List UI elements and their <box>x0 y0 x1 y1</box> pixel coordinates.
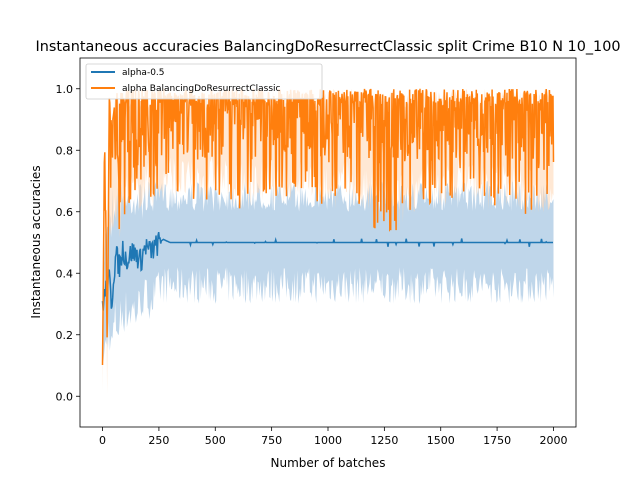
y-axis-ticks: 0.0 0.2 0.4 0.6 0.8 1.0 <box>56 83 80 403</box>
x-tick-label: 500 <box>205 434 226 447</box>
x-axis-label: Number of batches <box>271 456 386 470</box>
y-tick-label: 0.2 <box>56 329 74 342</box>
x-tick-label: 2000 <box>539 434 567 447</box>
x-axis-ticks: 0 250 500 750 1000 1250 1500 1750 2000 <box>99 427 567 447</box>
band-series-0 <box>102 181 554 363</box>
x-tick-label: 0 <box>99 434 106 447</box>
legend-label-alpha-balancing: alpha BalancingDoResurrectClassic <box>122 84 281 94</box>
legend: alpha-0.5 alpha BalancingDoResurrectClas… <box>85 63 323 100</box>
y-tick-label: 0.8 <box>56 144 74 157</box>
chart-title: Instantaneous accuracies BalancingDoResu… <box>35 39 620 55</box>
x-tick-label: 1000 <box>314 434 342 447</box>
x-tick-label: 250 <box>148 434 169 447</box>
legend-label-alpha-0.5: alpha-0.5 <box>122 68 165 78</box>
line-series-alpha-0.5 <box>101 231 553 311</box>
x-tick-label: 1500 <box>427 434 455 447</box>
y-tick-label: 1.0 <box>56 83 74 96</box>
x-tick-label: 1250 <box>370 434 398 447</box>
y-tick-label: 0.0 <box>56 390 74 403</box>
y-axis-label: Instantaneous accuracies <box>29 165 43 318</box>
line-series-alpha-balancing <box>101 87 555 366</box>
y-tick-label: 0.6 <box>56 206 74 219</box>
legend-box <box>85 63 323 100</box>
y-tick-label: 0.4 <box>56 267 74 280</box>
series-lines <box>101 87 555 366</box>
x-tick-label: 1750 <box>483 434 511 447</box>
x-tick-label: 750 <box>261 434 282 447</box>
